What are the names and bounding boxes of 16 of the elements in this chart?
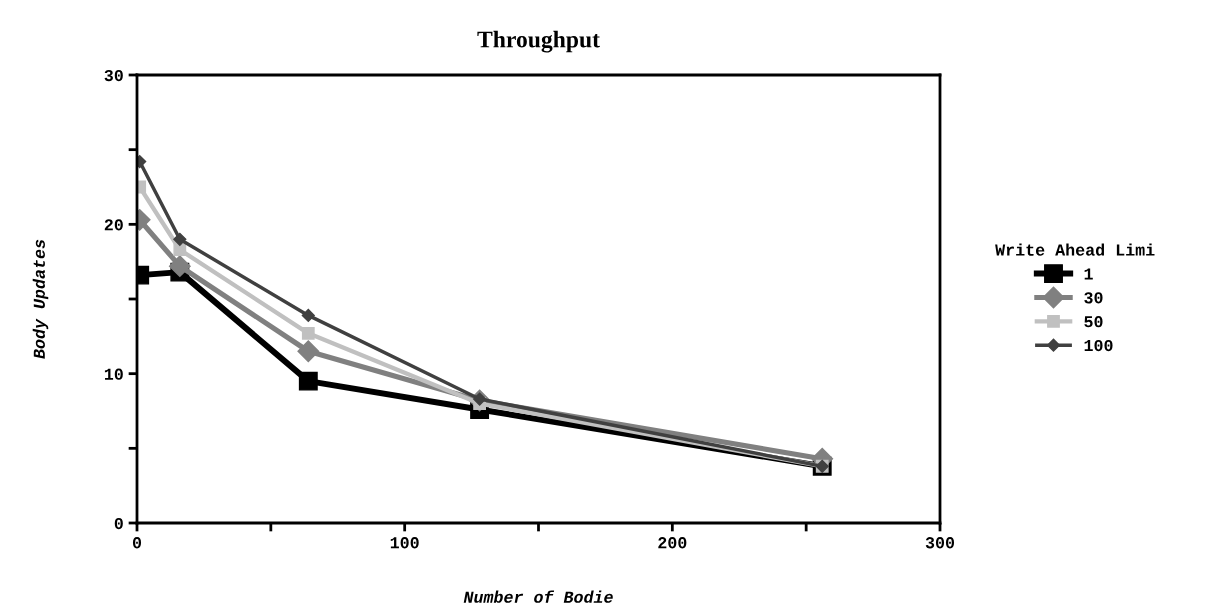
x-tick-label: 200 [658, 537, 687, 549]
legend-label: 100 [1084, 339, 1113, 352]
legend-label: 50 [1084, 316, 1103, 328]
x-tick-label: 0 [132, 537, 142, 549]
y-axis-title: Body Updates [32, 239, 49, 359]
y-tick-label: 10 [104, 368, 123, 380]
legend-label: 30 [1084, 292, 1103, 304]
chart-title: Throughput [477, 30, 600, 53]
y-tick-label: 30 [104, 69, 123, 82]
x-tick-label: 100 [390, 537, 419, 549]
y-tick-label: 0 [114, 517, 123, 530]
legend-label: 1 [1084, 268, 1093, 280]
legend-title: Write Ahead Limi [995, 243, 1155, 256]
x-tick-label: 300 [925, 537, 955, 549]
y-tick-label: 20 [104, 219, 123, 231]
x-axis-title: Number of Bodie [463, 590, 613, 603]
